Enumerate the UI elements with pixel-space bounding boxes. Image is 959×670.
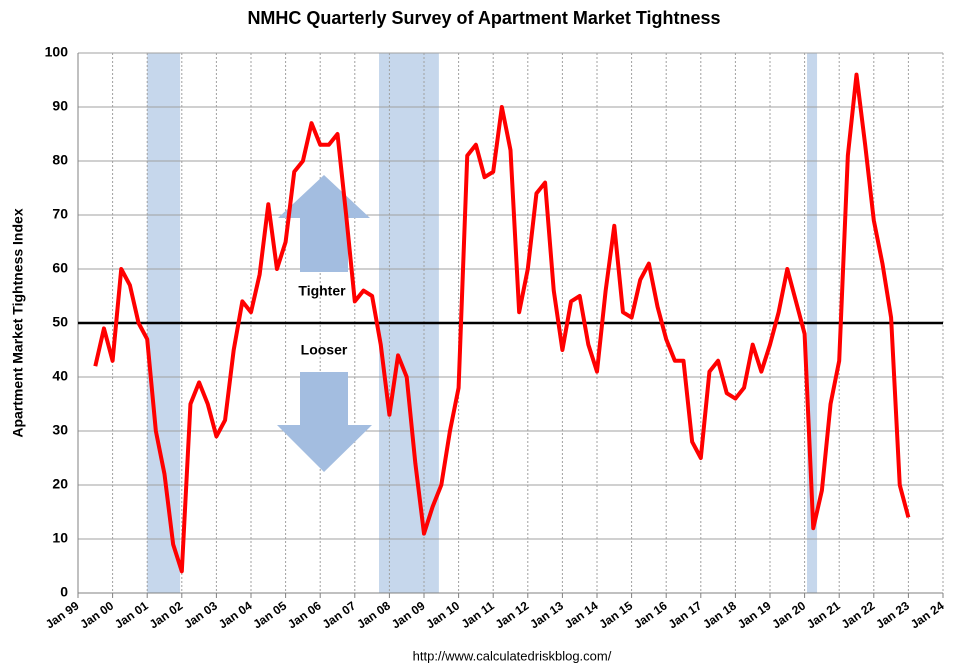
y-axis-label: Apartment Market Tightness Index	[10, 208, 26, 437]
x-tick-label: Jan 17	[666, 598, 705, 631]
source: http://www.calculatedriskblog.com/	[413, 648, 612, 663]
x-tick-label: Jan 06	[285, 598, 324, 631]
data-line	[93, 72, 911, 574]
y-tick-label: 70	[52, 206, 68, 222]
x-tick-label: Jan 15	[597, 598, 636, 631]
up-arrow	[278, 175, 370, 272]
x-tick-label: Jan 09	[389, 598, 428, 631]
y-tick-label: 50	[52, 314, 68, 330]
x-tick-label: Jan 00	[78, 598, 117, 631]
annotation: Tighter	[298, 283, 346, 299]
x-tick-label: Jan 18	[700, 598, 739, 631]
y-tick-label: 90	[52, 98, 68, 114]
x-tick-label: Jan 21	[804, 598, 843, 631]
x-tick-label: Jan 03	[181, 598, 220, 631]
y-tick-label: 60	[52, 260, 68, 276]
x-tick-label: Jan 12	[493, 598, 532, 631]
y-tick-label: 40	[52, 368, 68, 384]
y-tick-label: 20	[52, 476, 68, 492]
y-tick-label: 0	[60, 584, 68, 600]
x-tick-label: Jan 14	[562, 598, 601, 631]
y-tick-label: 30	[52, 422, 68, 438]
x-tick-label: Jan 01	[112, 598, 151, 631]
x-tick-label: Jan 13	[527, 598, 566, 631]
x-tick-label: Jan 10	[424, 598, 463, 631]
x-tick-label: Jan 23	[873, 598, 912, 631]
x-tick-label: Jan 22	[839, 598, 878, 631]
x-tick-label: Jan 20	[770, 598, 809, 631]
annotation: Looser	[301, 342, 348, 358]
down-arrow	[277, 372, 372, 472]
y-tick-label: 10	[52, 530, 68, 546]
x-tick-label: Jan 07	[320, 598, 359, 631]
x-tick-label: Jan 24	[908, 598, 947, 631]
x-tick-label: Jan 04	[216, 598, 255, 631]
x-tick-label: Jan 99	[43, 598, 82, 631]
x-tick-label: Jan 05	[251, 598, 290, 631]
y-tick-label: 100	[45, 44, 69, 60]
x-tick-label: Jan 19	[735, 598, 774, 631]
y-tick-label: 80	[52, 152, 68, 168]
x-tick-label: Jan 02	[147, 598, 186, 631]
x-tick-label: Jan 16	[631, 598, 670, 631]
x-tick-label: Jan 11	[459, 598, 497, 631]
chart-title: NMHC Quarterly Survey of Apartment Marke…	[247, 8, 720, 28]
x-tick-label: Jan 08	[354, 598, 393, 631]
